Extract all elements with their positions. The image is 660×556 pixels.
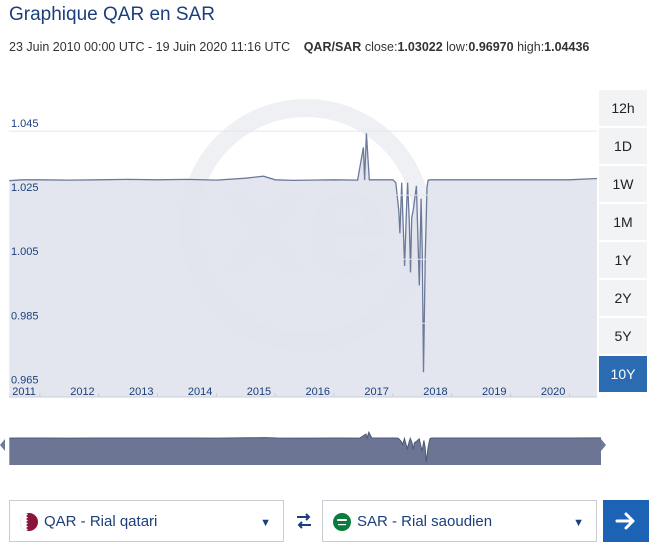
chevron-down-icon: ▼ — [260, 517, 271, 529]
rate-area-fill — [9, 133, 597, 397]
y-tick-label: 1.005 — [11, 246, 39, 258]
currency-selector-row: QAR - Rial qatari ▼ SAR - Rial saoudien … — [9, 500, 649, 542]
high-label: high: — [517, 40, 545, 54]
x-tick-label: 2018 — [423, 386, 447, 398]
navigator-svg — [0, 425, 606, 465]
chart-navigator[interactable] — [0, 421, 610, 469]
to-currency-select[interactable]: SAR - Rial saoudien ▼ — [322, 500, 597, 542]
chevron-down-icon: ▼ — [573, 517, 584, 529]
x-tick-label: 2014 — [188, 386, 212, 398]
from-currency-label: QAR - Rial qatari — [44, 513, 158, 530]
x-tick-label: 2013 — [129, 386, 153, 398]
x-axis-labels: 2011 2012 2013 2014 2015 2016 2017 2018 2019 2020 — [9, 386, 597, 398]
y-tick-label: 0.985 — [11, 310, 39, 322]
navigator-left-handle-icon[interactable] — [0, 439, 5, 451]
arrow-right-icon — [615, 512, 635, 530]
range-button-1d[interactable]: 1D — [599, 128, 647, 164]
x-tick-label: 2016 — [306, 386, 330, 398]
y-tick-label: 0.965 — [11, 374, 39, 386]
range-button-1w[interactable]: 1W — [599, 166, 647, 202]
x-tick-label: 2012 — [70, 386, 94, 398]
page-title: Graphique QAR en SAR — [9, 4, 215, 25]
navigator-right-handle-icon[interactable] — [601, 439, 606, 451]
convert-button[interactable] — [603, 500, 649, 542]
range-button-1y[interactable]: 1Y — [599, 242, 647, 278]
range-button-10y[interactable]: 10Y — [599, 356, 647, 392]
y-axis-labels: 1.045 1.025 1.005 0.985 0.965 — [11, 118, 39, 386]
rate-series-line — [9, 133, 597, 373]
from-currency-select[interactable]: QAR - Rial qatari ▼ — [9, 500, 284, 542]
range-button-5y[interactable]: 5Y — [599, 318, 647, 354]
x-tick-label: 2011 — [12, 386, 36, 398]
to-currency-label: SAR - Rial saoudien — [357, 513, 493, 530]
range-button-1m[interactable]: 1M — [599, 204, 647, 240]
chart-area-layer — [9, 133, 597, 397]
low-label: low: — [446, 40, 469, 54]
y-tick-label: 1.025 — [11, 182, 39, 194]
navigator-series-line — [9, 430, 602, 462]
high-value: 1.04436 — [544, 40, 590, 54]
x-tick-label: 2015 — [247, 386, 271, 398]
chart-grid-layer — [9, 130, 597, 388]
range-selector: 12h 1D 1W 1M 1Y 2Y 5Y 10Y — [599, 90, 647, 394]
low-value: 0.96970 — [468, 40, 514, 54]
swap-currencies-icon[interactable] — [294, 512, 314, 530]
range-button-12h[interactable]: 12h — [599, 90, 647, 126]
pair-label: QAR/SAR — [303, 40, 362, 54]
chart-summary: 23 Juin 2010 00:00 UTC - 19 Juin 2020 11… — [9, 40, 589, 54]
close-value: 1.03022 — [397, 40, 443, 54]
navigator-series — [9, 430, 602, 465]
close-label: close: — [364, 40, 398, 54]
y-tick-label: 1.045 — [11, 118, 39, 130]
range-button-2y[interactable]: 2Y — [599, 280, 647, 316]
saudi-flag-icon — [333, 513, 351, 531]
pair-summary: QAR/SAR close:1.03022 low:0.96970 high:1… — [304, 40, 590, 54]
qatar-flag-icon — [20, 513, 38, 531]
navigator-area-fill — [9, 432, 602, 465]
x-tick-label: 2017 — [364, 386, 388, 398]
x-tick-label: 2020 — [541, 386, 565, 398]
date-range: 23 Juin 2010 00:00 UTC - 19 Juin 2020 11… — [9, 40, 291, 54]
x-tick-label: 2019 — [482, 386, 506, 398]
